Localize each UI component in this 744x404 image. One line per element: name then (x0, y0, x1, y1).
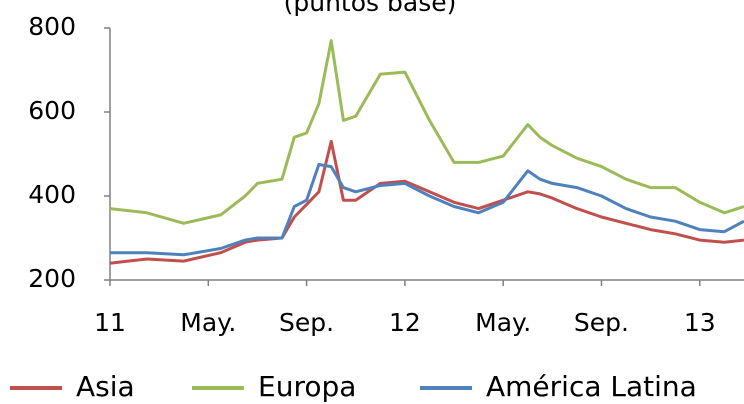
x-tick-label: 12 (389, 308, 421, 337)
x-tick-label: Sep. (279, 308, 334, 337)
y-tick-label: 200 (28, 264, 76, 293)
line-series (110, 163, 744, 257)
y-tick-label: 600 (28, 96, 76, 125)
x-tick-label: 13 (684, 308, 716, 337)
chart-subtitle: (puntos base) (284, 0, 457, 17)
x-tick-label: May. (475, 308, 531, 337)
legend-label: Europa (258, 370, 356, 403)
y-tick-label: 400 (28, 180, 76, 209)
y-tick-label: 800 (28, 12, 76, 41)
x-tick-label: May. (180, 308, 236, 337)
legend-label: Asia (76, 370, 135, 403)
x-tick-label: 11 (94, 308, 126, 337)
x-tick-label: Sep. (574, 308, 629, 337)
legend-label: América Latina (486, 370, 697, 403)
line-series (109, 39, 744, 225)
line-series (109, 139, 744, 265)
